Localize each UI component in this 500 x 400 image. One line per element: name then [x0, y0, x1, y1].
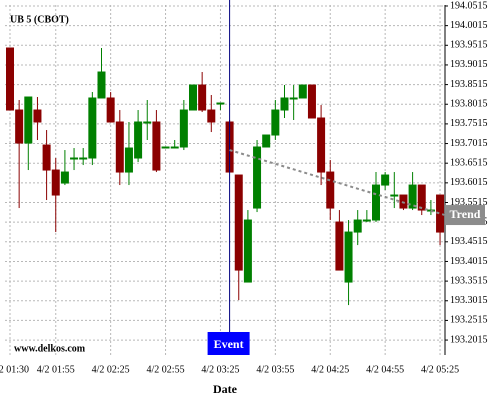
x-tick-label: 4/2 04:55 [366, 364, 404, 375]
x-tick-label: 4/2 01:55 [37, 364, 75, 375]
candle-body [207, 109, 216, 123]
candle-body [289, 97, 298, 100]
candle-body [70, 157, 79, 160]
x-tick-label: 4/2 03:55 [256, 364, 294, 375]
y-tick-label: 193.9015 [450, 59, 488, 70]
x-tick-label: 4/2 01:30 [0, 364, 29, 375]
candle-body [60, 171, 69, 184]
candle-body [170, 146, 179, 149]
candle-body [234, 174, 243, 271]
candle-body [124, 147, 133, 173]
candle-body [79, 157, 88, 160]
y-tick-label: 193.4015 [450, 256, 488, 267]
candle-body [280, 97, 289, 111]
y-tick-label: 193.3015 [450, 295, 488, 306]
candle-body [33, 109, 42, 123]
y-tick-label: 193.2015 [450, 334, 488, 345]
trend-box [445, 205, 485, 226]
candle-body [417, 184, 426, 211]
candle-body [179, 109, 188, 148]
watermark: www.delkos.com [14, 343, 86, 354]
y-tick-label: 193.3515 [450, 275, 488, 286]
candle-body [372, 184, 380, 221]
candle-body [97, 71, 106, 99]
candle-body [189, 84, 197, 111]
candle-body [381, 174, 390, 186]
candle-body [134, 121, 143, 159]
candle-body [353, 219, 362, 233]
y-tick-label: 193.2515 [450, 315, 488, 326]
candle-body [335, 221, 344, 271]
candle-body [88, 97, 97, 159]
candle-body [216, 102, 225, 105]
candle-body [326, 171, 335, 209]
x-tick-label: 4/2 05:25 [421, 364, 459, 375]
y-tick-label: 193.7015 [450, 138, 488, 149]
candle-body [317, 117, 326, 173]
candle-body [42, 144, 51, 171]
x-tick-label: 4/2 03:25 [201, 364, 239, 375]
y-tick-label: 193.8015 [450, 99, 488, 110]
candle-body [253, 146, 262, 209]
candle-body [344, 231, 353, 283]
y-tick-label: 193.6515 [450, 157, 488, 168]
y-tick-label: 194.0515 [450, 0, 488, 11]
candle-body [408, 184, 417, 209]
candle-body [390, 194, 399, 197]
candle-body [161, 146, 170, 149]
candle-body [271, 109, 280, 136]
y-tick-label: 193.9515 [450, 40, 488, 51]
event-box [207, 332, 250, 355]
trend-label: Trend [450, 207, 481, 221]
candle-body [152, 121, 161, 171]
candle-body [198, 84, 207, 111]
candle-body [243, 219, 252, 283]
event-label: Event [214, 337, 244, 351]
x-tick-label: 4/2 02:25 [92, 364, 130, 375]
chart-title: UB 5 (CBOT) [10, 14, 69, 25]
x-tick-label: 4/2 04:25 [311, 364, 349, 375]
x-tick-label: 4/2 02:55 [147, 364, 185, 375]
candle-body [51, 169, 60, 196]
y-tick-label: 193.8515 [450, 79, 488, 90]
y-tick-label: 193.4515 [450, 236, 488, 247]
plot-area [5, 5, 445, 355]
candle-body [298, 84, 307, 99]
candle-body [115, 121, 124, 173]
candle-body [15, 109, 24, 144]
candle-body [362, 219, 371, 222]
y-tick-label: 193.7515 [450, 118, 488, 129]
candle-body [436, 194, 445, 233]
x-axis-title: Date [213, 382, 238, 396]
candle-body [106, 97, 115, 123]
candle-body [6, 47, 14, 111]
y-tick-label: 193.5515 [450, 197, 488, 208]
candle-body [143, 121, 152, 124]
candle-body [24, 96, 33, 144]
y-tick-label: 193.6015 [450, 177, 488, 188]
candle-body [262, 134, 271, 148]
candle-body [307, 84, 316, 119]
trend-line [229, 149, 446, 216]
y-tick-label: 194.0015 [450, 20, 488, 31]
